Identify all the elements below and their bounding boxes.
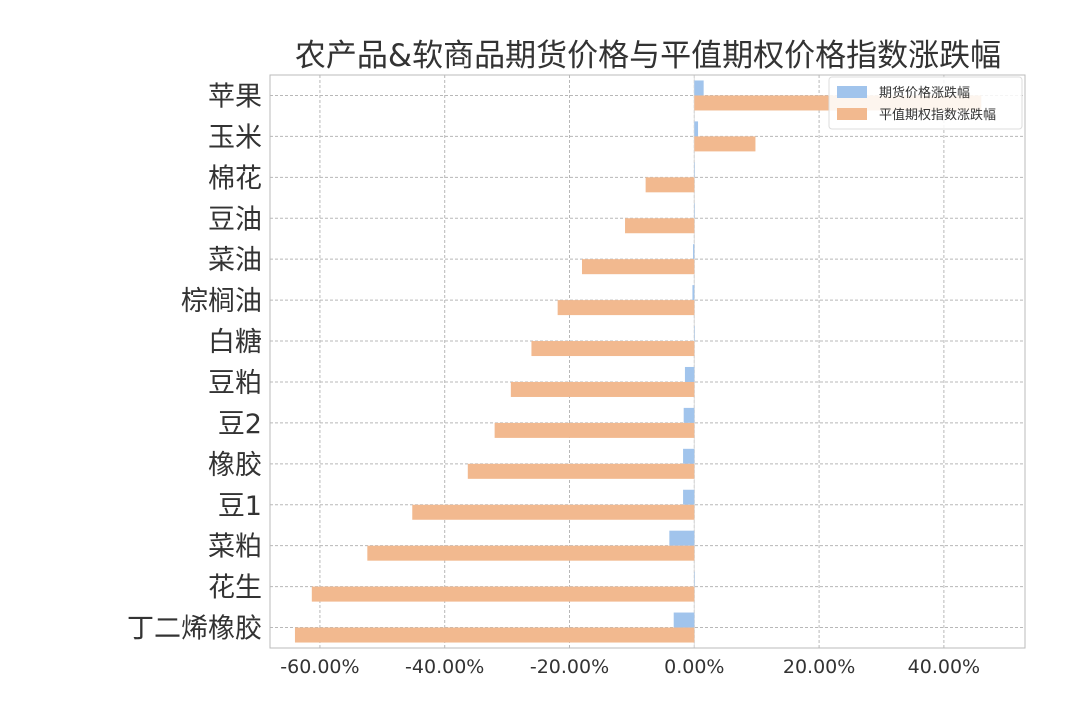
option-index-bar: [645, 177, 695, 193]
x-tick-label: 20.00%: [783, 656, 855, 678]
legend-box: [828, 76, 1023, 130]
chart-title: 农产品&软商品期货价格与平值期权价格指数涨跌幅: [295, 38, 1001, 74]
bars: [294, 80, 982, 643]
futures-price-bar: [669, 530, 695, 546]
option-index-bar: [467, 463, 695, 479]
category-label: 菜油: [208, 245, 262, 276]
option-index-bar: [531, 341, 695, 357]
futures-price-bar: [694, 80, 704, 96]
x-tick-label: -40.00%: [405, 656, 484, 678]
option-index-bar: [294, 627, 695, 643]
futures-price-bar: [694, 326, 695, 342]
futures-price-bar: [694, 203, 695, 219]
futures-price-bar: [693, 244, 695, 260]
futures-price-bar: [694, 162, 695, 178]
category-label: 白糖: [208, 327, 262, 358]
plot-frame: [269, 74, 1026, 649]
category-label: 棉花: [208, 163, 262, 194]
futures-price-bar: [683, 489, 695, 505]
category-label: 玉米: [208, 122, 262, 153]
futures-price-bar: [683, 407, 695, 423]
futures-price-bar: [694, 121, 699, 137]
x-tick-label: 0.00%: [664, 656, 724, 678]
legend-label: 期货价格涨跌幅: [879, 85, 970, 101]
option-index-bar: [625, 218, 695, 234]
futures-price-bar: [694, 571, 695, 587]
category-label: 苹果: [208, 81, 262, 112]
x-tick-label: -60.00%: [280, 656, 359, 678]
x-tick-labels: -60.00% -40.00% -20.00% 0.00% 20.00% 40.00%: [280, 656, 980, 678]
option-index-bar: [494, 422, 695, 438]
category-label: 豆油: [208, 204, 262, 235]
category-label: 丁二烯橡胶: [127, 614, 262, 645]
grid: [270, 75, 1025, 648]
category-label: 豆粕: [208, 368, 262, 399]
legend-swatch: [837, 108, 867, 120]
futures-price-bar: [692, 285, 695, 301]
futures-price-bar: [684, 366, 695, 382]
category-label: 豆2: [218, 409, 262, 440]
legend-swatch: [837, 86, 867, 98]
option-index-bar: [367, 545, 695, 561]
category-label: 花生: [208, 573, 262, 604]
option-index-bar: [581, 259, 695, 275]
category-label: 豆1: [218, 491, 262, 522]
option-index-bar: [510, 381, 695, 397]
option-index-bar: [412, 504, 695, 520]
x-tick-label: -20.00%: [530, 656, 609, 678]
option-index-bar: [694, 136, 756, 152]
category-label: 棕榈油: [181, 286, 262, 317]
legend-label: 平值期权指数涨跌幅: [879, 107, 996, 123]
category-label: 橡胶: [208, 450, 262, 481]
futures-price-bar: [673, 612, 695, 628]
option-index-bar: [311, 586, 695, 602]
x-tick-label: 40.00%: [908, 656, 980, 678]
futures-price-bar: [683, 448, 695, 464]
category-label: 菜粕: [208, 532, 262, 563]
option-index-bar: [557, 300, 695, 316]
